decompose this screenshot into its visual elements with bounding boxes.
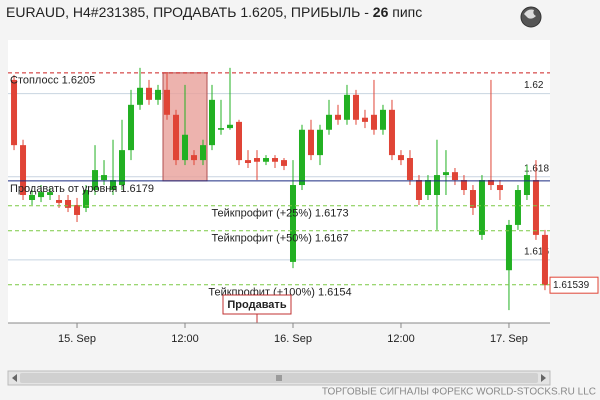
candle-body <box>361 117 368 122</box>
plot: 1.62 1.618 1.616 Стоплосс 1.6205 Продавать о… <box>8 67 550 323</box>
candle-body <box>433 175 440 196</box>
header-unit: пипс <box>388 4 422 20</box>
candle-body <box>244 160 251 164</box>
last-price-box <box>549 276 599 294</box>
candle-body <box>388 109 395 156</box>
x-tick-label: 12:00 <box>171 333 199 345</box>
candle-body <box>406 158 413 181</box>
candle-body <box>200 145 207 161</box>
candle-body <box>83 190 90 208</box>
candle-body <box>236 121 243 161</box>
candle-body <box>397 155 404 161</box>
candle-body <box>173 114 180 161</box>
candle-body <box>487 180 494 186</box>
y-tick-label: 1.62 <box>524 80 544 91</box>
candle-body <box>307 129 314 156</box>
candle-body <box>424 180 431 196</box>
footer: ТОРГОВЫЕ СИГНАЛЫ ФОРЕКС WORLD-STOCKS.RU … <box>322 387 596 398</box>
marker-box <box>222 294 292 315</box>
candle-body <box>271 158 278 162</box>
globe-land <box>524 9 536 19</box>
candle-body <box>541 234 548 286</box>
globe-icon[interactable] <box>520 6 542 28</box>
x-tick-label: 16. Sep <box>274 333 312 345</box>
candle-body <box>38 192 45 198</box>
candle-body <box>65 199 72 208</box>
candle-body <box>514 190 521 225</box>
candle-body <box>469 190 476 208</box>
candle-body <box>74 204 81 215</box>
candle-body <box>92 170 99 191</box>
marker-label: Продавать <box>227 299 286 311</box>
candle-body <box>325 114 332 130</box>
candle-body <box>182 134 189 161</box>
candle-body <box>164 89 171 115</box>
candle-body <box>191 155 198 161</box>
last-price-label: 1.61539 <box>553 280 590 291</box>
candle-body <box>532 180 539 235</box>
level-label: Стоплосс 1.6205 <box>10 75 95 87</box>
scroll-left[interactable] <box>12 374 17 382</box>
candle-body <box>334 114 341 120</box>
candle-body <box>370 114 377 130</box>
candle-body <box>146 87 153 100</box>
candle-body <box>352 94 359 120</box>
candle-body <box>110 180 117 191</box>
candle-body <box>209 99 216 146</box>
level-label: Продавать от уровня 1.6179 <box>10 183 154 195</box>
candle-body <box>478 180 485 235</box>
candle-body <box>128 104 135 151</box>
candle-body <box>451 172 458 181</box>
candle-body <box>137 87 144 105</box>
candle-body <box>56 199 63 203</box>
candle-body <box>20 145 27 196</box>
level-label: Тейкпрофит (+25%) 1.6173 <box>211 208 348 220</box>
y-tick-label: 1.616 <box>524 246 549 257</box>
x-tick-label: 17. Sep <box>490 333 528 345</box>
candle-body <box>119 150 126 186</box>
candle-body <box>218 128 225 130</box>
header-profit: 26 <box>373 4 389 20</box>
level-label: Тейкпрофит (+50%) 1.6167 <box>211 233 348 245</box>
candle-body <box>29 195 36 200</box>
header: EURAUD, H4#231385, ПРОДАВАТЬ 1.6205, ПРИ… <box>6 4 422 20</box>
candle-body <box>253 158 260 162</box>
candle-body <box>496 185 503 191</box>
x-tick-label: 15. Sep <box>58 333 96 345</box>
candle-body <box>442 172 449 176</box>
candle-body <box>523 175 530 196</box>
candle-body <box>298 129 305 186</box>
candle-body <box>280 160 287 166</box>
candle-body <box>227 124 234 129</box>
candle-body <box>155 89 162 100</box>
header-title: EURAUD, H4#231385, ПРОДАВАТЬ 1.6205, ПРИ… <box>6 4 373 20</box>
scroll-right[interactable] <box>541 374 546 382</box>
candle-body <box>316 129 323 156</box>
plot-area <box>8 40 550 323</box>
scroll-grip <box>276 375 282 381</box>
candle-body <box>379 109 386 130</box>
candle-body <box>289 185 296 262</box>
candle-body <box>47 192 54 196</box>
candle-body <box>460 180 467 191</box>
candle-body <box>415 180 422 200</box>
candle-body <box>101 175 108 181</box>
y-tick-label: 1.618 <box>524 163 549 174</box>
candle-body <box>262 158 269 162</box>
candle-body <box>505 224 512 271</box>
x-tick-label: 12:00 <box>387 333 415 345</box>
candle-body <box>343 94 350 120</box>
candle-body <box>11 79 18 146</box>
